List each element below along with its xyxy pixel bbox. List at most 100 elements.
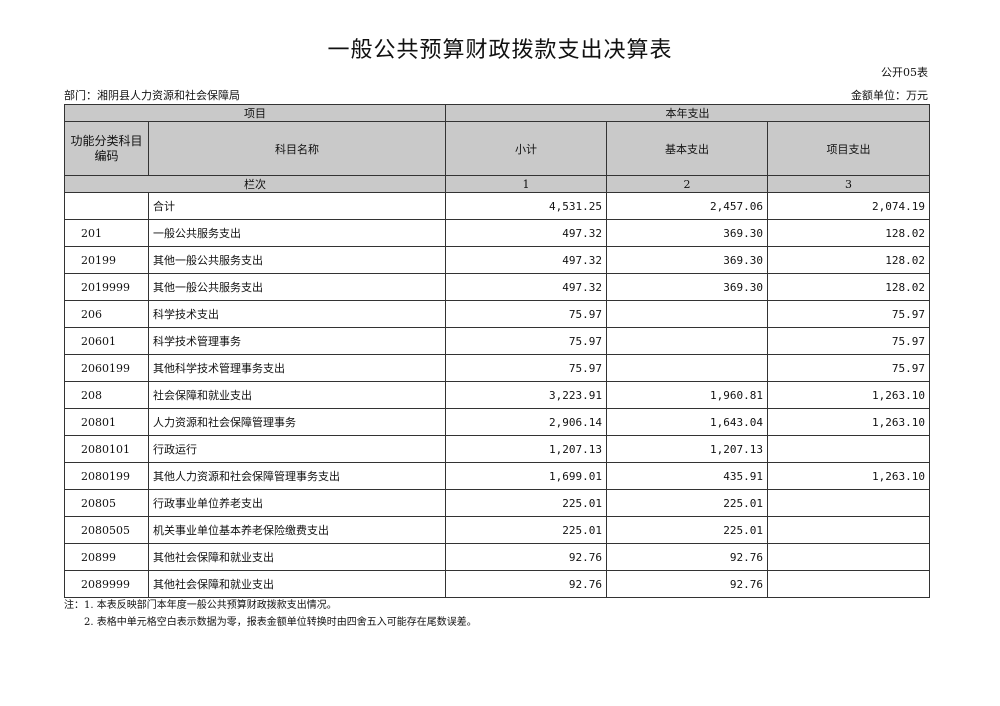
cell-basic (606, 354, 768, 382)
cell-subtotal: 1,207.13 (445, 435, 607, 463)
cell-basic: 1,960.81 (606, 381, 768, 409)
cell-subtotal: 4,531.25 (445, 192, 607, 220)
header-name: 科目名称 (148, 121, 446, 176)
cell-basic: 1,207.13 (606, 435, 768, 463)
header-basic: 基本支出 (606, 121, 768, 176)
cell-project (766, 435, 931, 463)
cell-code: 2060199 (64, 354, 149, 382)
cell-basic: 435.91 (606, 462, 768, 490)
cell-name: 其他人力资源和社会保障管理事务支出 (148, 462, 446, 490)
cell-name: 行政运行 (148, 435, 446, 463)
cell-project: 75.97 (766, 354, 931, 382)
table-row: 2080101 行政运行 1,207.13 1,207.13 (64, 435, 931, 463)
cell-code: 20601 (64, 327, 149, 355)
page-title: 一般公共预算财政拨款支出决算表 (327, 38, 673, 63)
cell-project: 75.97 (766, 327, 931, 355)
table-row: 20899 其他社会保障和就业支出 92.76 92.76 (64, 543, 931, 571)
cell-project: 1,263.10 (766, 408, 931, 436)
cell-subtotal: 2,906.14 (445, 408, 607, 436)
unit-label: 金额单位：万元 (851, 89, 928, 102)
table-row: 20801 人力资源和社会保障管理事务 2,906.14 1,643.04 1,263.… (64, 408, 931, 436)
cell-name: 人力资源和社会保障管理事务 (148, 408, 446, 436)
cell-basic: 369.30 (606, 273, 768, 301)
header-col-index: 栏次 (64, 175, 446, 193)
cell-code: 2080505 (64, 516, 149, 544)
cell-name: 社会保障和就业支出 (148, 381, 446, 409)
cell-project: 75.97 (766, 300, 931, 328)
cell-code: 208 (64, 381, 149, 409)
cell-name: 科学技术管理事务 (148, 327, 446, 355)
cell-project (766, 543, 931, 571)
table-row: 201 一般公共服务支出 497.32 369.30 128.02 (64, 219, 931, 247)
header-subtotal: 小计 (445, 121, 607, 176)
cell-project: 2,074.19 (766, 192, 931, 220)
header-code: 功能分类科目编码 (64, 121, 149, 176)
cell-subtotal: 497.32 (445, 246, 607, 274)
table-row: 2080199 其他人力资源和社会保障管理事务支出 1,699.01 435.91 1,… (64, 462, 931, 490)
cell-basic: 1,643.04 (606, 408, 768, 436)
cell-code (64, 192, 149, 220)
header-row-3: 栏次 1 2 3 (64, 175, 931, 193)
cell-subtotal: 92.76 (445, 570, 607, 598)
header-c2: 2 (606, 175, 768, 193)
cell-project: 128.02 (766, 219, 931, 247)
cell-basic (606, 327, 768, 355)
cell-subtotal: 92.76 (445, 543, 607, 571)
note-1: 注：1. 本表反映部门本年度一般公共预算财政拨款支出情况。 (64, 600, 337, 611)
cell-basic: 92.76 (606, 570, 768, 598)
cell-subtotal: 75.97 (445, 327, 607, 355)
cell-project: 128.02 (766, 246, 931, 274)
table-number: 公开05表 (881, 66, 928, 79)
cell-basic: 225.01 (606, 489, 768, 517)
cell-subtotal: 225.01 (445, 516, 607, 544)
cell-subtotal: 497.32 (445, 273, 607, 301)
cell-code: 20199 (64, 246, 149, 274)
cell-name: 其他一般公共服务支出 (148, 273, 446, 301)
notes: 注：1. 本表反映部门本年度一般公共预算财政拨款支出情况。 2. 表格中单元格空… (64, 597, 477, 631)
header-c3: 3 (766, 175, 931, 193)
table-row: 20601 科学技术管理事务 75.97 75.97 (64, 327, 931, 355)
table-row: 208 社会保障和就业支出 3,223.91 1,960.81 1,263.10 (64, 381, 931, 409)
cell-code: 20801 (64, 408, 149, 436)
department-label: 部门：湘阴县人力资源和社会保障局 (64, 89, 240, 102)
cell-subtotal: 225.01 (445, 489, 607, 517)
header-c1: 1 (445, 175, 607, 193)
note-2: 2. 表格中单元格空白表示数据为零，报表金额单位转换时由四舍五入可能存在尾数误差… (84, 617, 477, 628)
cell-name: 行政事业单位养老支出 (148, 489, 446, 517)
cell-project: 128.02 (766, 273, 931, 301)
cell-project: 1,263.10 (766, 462, 931, 490)
cell-name: 一般公共服务支出 (148, 219, 446, 247)
cell-subtotal: 497.32 (445, 219, 607, 247)
table-row: 2080505 机关事业单位基本养老保险缴费支出 225.01 225.01 (64, 516, 931, 544)
table-row: 2089999 其他社会保障和就业支出 92.76 92.76 (64, 570, 931, 598)
cell-code: 2080199 (64, 462, 149, 490)
cell-basic: 2,457.06 (606, 192, 768, 220)
cell-basic: 369.30 (606, 246, 768, 274)
cell-code: 20805 (64, 489, 149, 517)
cell-basic: 369.30 (606, 219, 768, 247)
header-project: 项目支出 (766, 121, 931, 176)
table-row: 20805 行政事业单位养老支出 225.01 225.01 (64, 489, 931, 517)
cell-code: 2019999 (64, 273, 149, 301)
table-row: 206 科学技术支出 75.97 75.97 (64, 300, 931, 328)
cell-subtotal: 75.97 (445, 354, 607, 382)
cell-basic: 225.01 (606, 516, 768, 544)
cell-project: 1,263.10 (766, 381, 931, 409)
cell-project (766, 570, 931, 598)
cell-subtotal: 1,699.01 (445, 462, 607, 490)
cell-code: 2080101 (64, 435, 149, 463)
cell-code: 206 (64, 300, 149, 328)
cell-code: 201 (64, 219, 149, 247)
cell-name: 其他社会保障和就业支出 (148, 543, 446, 571)
cell-basic: 92.76 (606, 543, 768, 571)
cell-name: 其他科学技术管理事务支出 (148, 354, 446, 382)
cell-basic (606, 300, 768, 328)
cell-name: 其他社会保障和就业支出 (148, 570, 446, 598)
header-item: 项目 (64, 104, 446, 122)
table-row: 合计 4,531.25 2,457.06 2,074.19 (64, 192, 931, 220)
cell-name: 合计 (148, 192, 446, 220)
cell-subtotal: 3,223.91 (445, 381, 607, 409)
cell-name: 其他一般公共服务支出 (148, 246, 446, 274)
table-row: 20199 其他一般公共服务支出 497.32 369.30 128.02 (64, 246, 931, 274)
table-row: 2019999 其他一般公共服务支出 497.32 369.30 128.02 (64, 273, 931, 301)
